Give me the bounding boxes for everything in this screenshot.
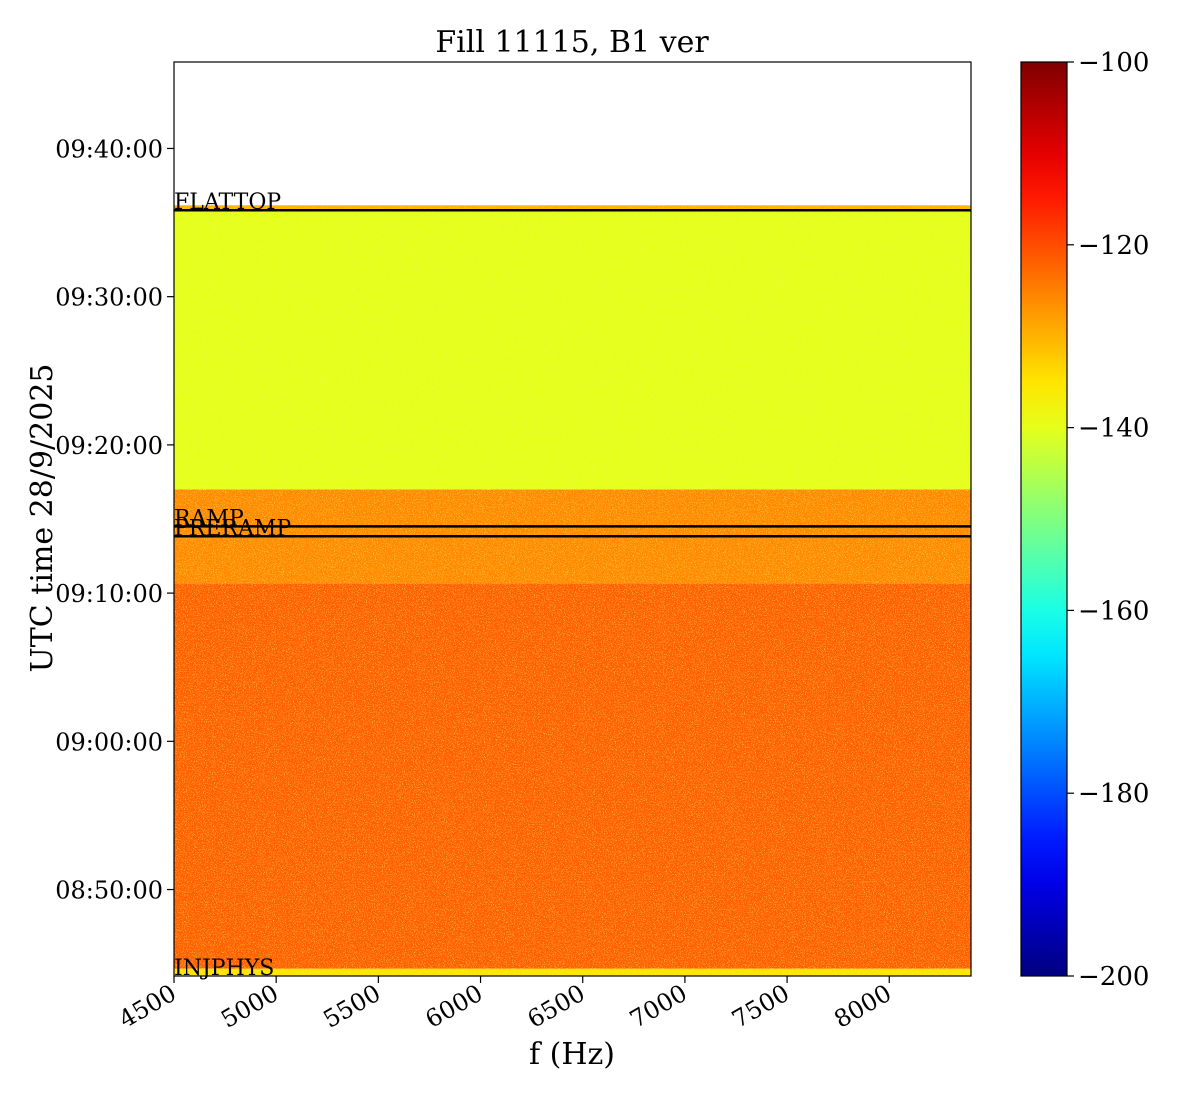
phase-marker-label: RAMP [174,506,244,531]
colorbar: −100 −120 −140 −160 −180 −200 [1020,48,1149,992]
phase-marker-label: PRERAMP [174,516,291,541]
phase-marker-label: FLATTOP [174,190,281,215]
colorbar-tick-label: −180 [1078,779,1149,809]
x-tick-label: 4500 [114,979,181,1034]
y-tick-label: 09:00:00 [55,728,163,756]
y-tick-label: 09:20:00 [55,432,163,460]
x-tick-label: 7000 [625,979,692,1034]
phase-marker-label: INJPHYS [174,956,274,981]
x-tick-label: 6500 [523,979,590,1034]
y-tick-label: 08:50:00 [55,877,163,905]
y-axis-label: UTC time 28/9/2025 [25,364,60,673]
colorbar-tick-label: −160 [1078,596,1149,626]
y-tick-label: 09:40:00 [55,135,163,163]
spectrogram-band-texture [174,210,971,490]
x-tick-label: 5000 [216,979,283,1034]
colorbar-tick-label: −120 [1078,231,1149,261]
x-tick-label: 5500 [318,979,385,1034]
colorbar-tick-label: −100 [1078,48,1149,78]
colorbar-tick-label: −200 [1078,962,1149,992]
chart-title: Fill 11115, B1 ver [435,25,709,60]
colorbar-tick-label: −140 [1078,414,1149,444]
x-tick-label: 8000 [829,979,896,1034]
plot-frame [173,61,972,977]
spectrogram-band-texture [174,583,971,969]
x-tick-label: 7500 [727,979,794,1034]
y-tick-label: 09:10:00 [55,580,163,608]
colorbar-frame [1020,61,1068,977]
colorbar-gradient [1021,62,1067,976]
x-tick-label: 6000 [421,979,488,1034]
spectrogram-band-texture [174,968,971,976]
x-axis-label: f (Hz) [529,1037,615,1072]
spectrogram-band-texture [174,205,971,211]
y-tick-label: 09:30:00 [55,284,163,312]
